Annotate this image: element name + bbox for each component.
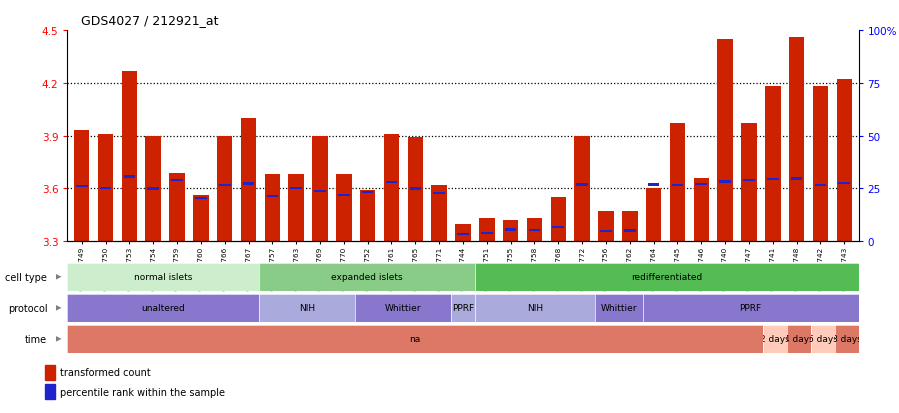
Bar [241,119,256,242]
Text: na: na [409,335,421,344]
Bar [765,87,780,242]
Bar [455,224,471,242]
Text: normal islets: normal islets [134,273,192,282]
Bar [574,136,590,242]
Text: expanded islets: expanded islets [331,273,403,282]
Text: 4 days: 4 days [784,335,814,344]
Bar [410,188,421,190]
Text: percentile rank within the sample: percentile rank within the sample [59,387,225,397]
Bar [672,185,683,187]
Bar [312,136,328,242]
Bar [433,193,445,195]
Bar [503,221,519,242]
Bar [193,196,209,242]
Bar [481,233,493,235]
Bar [743,179,755,182]
Bar [362,191,373,194]
Bar [169,173,185,242]
Bar [479,219,494,242]
Text: PPRF: PPRF [740,304,761,313]
Bar [601,230,611,233]
Bar [550,198,566,242]
Bar [839,183,850,185]
Bar [717,40,733,242]
Text: transformed count: transformed count [59,368,150,377]
Bar [171,179,182,182]
Bar [243,183,254,185]
Bar [767,179,779,181]
Bar [432,185,447,242]
Bar [336,175,352,242]
Bar [218,184,230,186]
Bar [836,80,852,242]
Bar [458,233,468,235]
Bar [719,181,731,183]
Bar [553,226,564,229]
Bar [123,176,135,178]
Bar [529,230,540,232]
Bar [693,178,709,242]
Text: protocol: protocol [7,303,48,313]
Bar [598,212,614,242]
Bar [98,135,113,242]
Text: NIH: NIH [527,304,543,313]
Bar [217,136,233,242]
Bar [648,184,660,186]
Bar [195,197,207,200]
Bar [76,185,87,188]
Bar [384,135,399,242]
Bar [290,187,302,190]
Bar [45,385,55,399]
Bar [696,183,708,185]
Text: cell type: cell type [5,272,48,282]
Bar [264,175,280,242]
Bar [791,178,803,180]
Bar [814,185,826,187]
Bar [360,191,376,242]
Text: 2 days: 2 days [760,335,789,344]
Bar [100,187,111,190]
Bar [386,181,397,184]
Bar [645,189,662,242]
Text: NIH: NIH [299,304,316,313]
Bar [146,136,161,242]
Text: unaltered: unaltered [141,304,185,313]
Bar [407,138,423,242]
Text: 8 days: 8 days [832,335,861,344]
Bar [121,71,138,242]
Bar [527,219,542,242]
Text: redifferentiated: redifferentiated [631,273,702,282]
Bar [266,195,278,198]
Bar [74,131,90,242]
Bar [788,38,805,242]
Text: GDS4027 / 212921_at: GDS4027 / 212921_at [81,14,218,27]
Bar [670,124,685,242]
Bar [45,365,55,380]
Text: time: time [25,334,48,344]
Bar [315,190,325,192]
Bar [741,124,757,242]
Text: PPRF: PPRF [452,304,474,313]
Bar [289,175,304,242]
Bar [338,194,350,197]
Bar [147,188,159,190]
Bar [622,212,637,242]
Text: Whittier: Whittier [601,304,637,313]
Bar [813,87,828,242]
Bar [505,229,516,231]
Bar [624,230,636,232]
Bar [576,184,588,186]
Text: 6 days: 6 days [807,335,838,344]
Text: Whittier: Whittier [385,304,422,313]
